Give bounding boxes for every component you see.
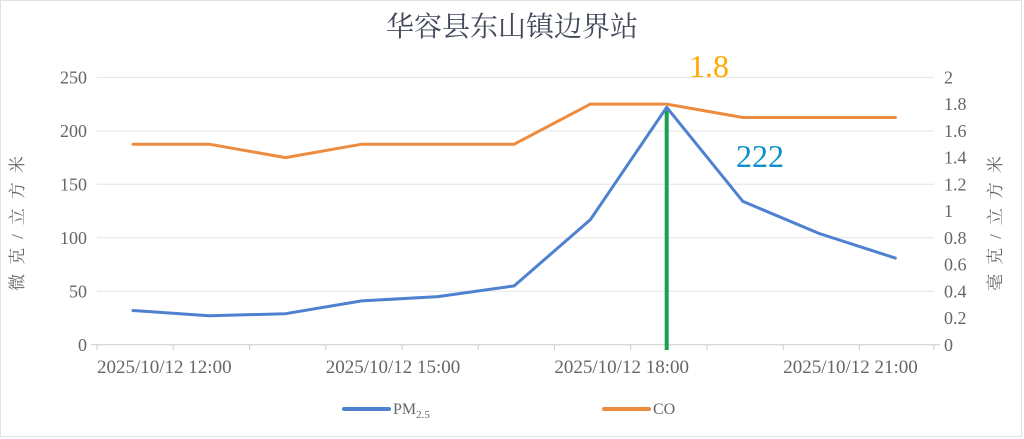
svg-text:CO: CO: [653, 401, 675, 418]
svg-text:250: 250: [60, 68, 87, 88]
svg-text:PM2.5: PM2.5: [393, 401, 430, 421]
svg-text:1.8: 1.8: [689, 48, 729, 84]
svg-text:222: 222: [736, 138, 784, 174]
svg-text:0.4: 0.4: [944, 281, 967, 301]
svg-text:2025/10/12 15:00: 2025/10/12 15:00: [326, 357, 461, 378]
svg-text:2: 2: [944, 68, 953, 88]
svg-text:毫克/立方米: 毫克/立方米: [986, 147, 1005, 291]
svg-text:2025/10/12 12:00: 2025/10/12 12:00: [97, 357, 232, 378]
svg-text:200: 200: [60, 121, 87, 141]
svg-text:2025/10/12 18:00: 2025/10/12 18:00: [554, 357, 689, 378]
svg-text:0: 0: [944, 335, 953, 355]
svg-text:0: 0: [78, 335, 87, 355]
svg-text:0.8: 0.8: [944, 228, 967, 248]
svg-text:2025/10/12 21:00: 2025/10/12 21:00: [783, 357, 918, 378]
svg-text:1.6: 1.6: [944, 121, 967, 141]
svg-text:50: 50: [69, 281, 87, 301]
svg-text:华容县东山镇边界站: 华容县东山镇边界站: [386, 11, 638, 43]
svg-text:1.4: 1.4: [944, 148, 967, 168]
svg-text:0.6: 0.6: [944, 255, 967, 275]
svg-text:0.2: 0.2: [944, 308, 967, 328]
svg-text:微克/立方米: 微克/立方米: [8, 147, 27, 291]
svg-text:1.2: 1.2: [944, 174, 967, 194]
svg-text:150: 150: [60, 174, 87, 194]
svg-text:1: 1: [944, 201, 953, 221]
svg-text:100: 100: [60, 228, 87, 248]
svg-text:1.8: 1.8: [944, 94, 967, 114]
